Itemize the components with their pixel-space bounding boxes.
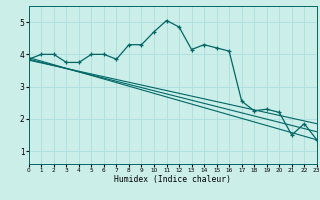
X-axis label: Humidex (Indice chaleur): Humidex (Indice chaleur): [114, 175, 231, 184]
